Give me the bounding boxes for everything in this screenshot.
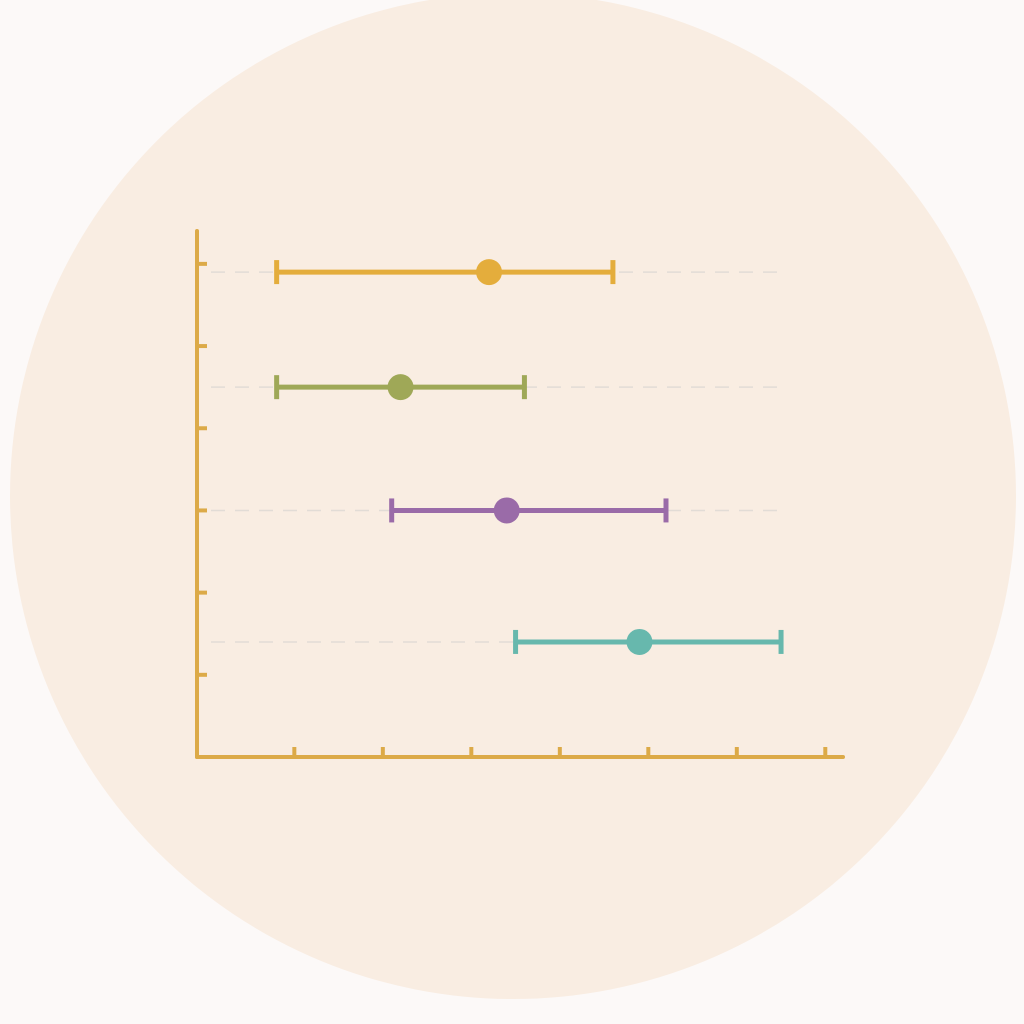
point — [476, 259, 503, 286]
point — [626, 628, 653, 655]
point — [493, 497, 520, 524]
point — [387, 374, 414, 401]
